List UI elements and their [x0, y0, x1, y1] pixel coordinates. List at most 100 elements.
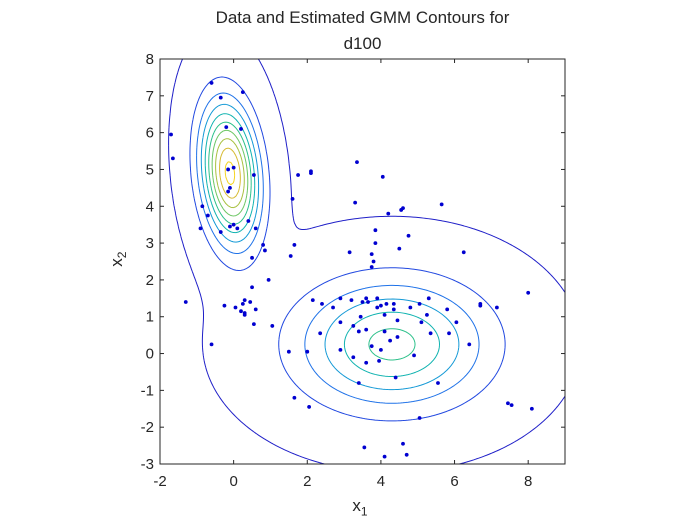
data-point: [364, 360, 369, 365]
data-point: [506, 401, 510, 406]
data-point: [377, 359, 381, 363]
data-point: [251, 173, 256, 177]
data-point: [351, 324, 356, 328]
data-point: [358, 314, 363, 319]
contour-layer: [168, 58, 566, 465]
data-point: [388, 338, 393, 343]
data-point: [382, 454, 387, 459]
data-point: [228, 224, 232, 229]
y-axis-label-main: x: [106, 258, 126, 267]
data-point: [218, 230, 223, 234]
data-point: [338, 320, 343, 325]
data-point: [239, 309, 243, 314]
data-point: [386, 211, 391, 216]
y-tick-label: -3: [141, 456, 154, 473]
data-point: [296, 173, 300, 177]
data-point: [233, 305, 238, 310]
data-point: [362, 445, 367, 450]
x-tick-label: 4: [377, 473, 385, 490]
data-point: [205, 213, 210, 218]
data-point: [428, 331, 433, 336]
contour-line-2: [189, 76, 506, 422]
data-point: [305, 349, 310, 354]
contour-line-8: [215, 138, 245, 209]
data-points-layer: [169, 81, 534, 459]
data-point: [425, 312, 429, 317]
data-point: [240, 90, 245, 95]
data-point: [369, 344, 374, 349]
y-tick-label: 6: [146, 125, 154, 142]
contour-line-7: [211, 129, 249, 217]
y-tick-label: -2: [141, 419, 154, 436]
data-point: [529, 406, 534, 411]
data-point: [309, 171, 313, 176]
data-point: [261, 243, 265, 247]
x-tick-label: 0: [229, 473, 237, 490]
data-point: [417, 416, 422, 420]
data-point: [224, 125, 229, 130]
data-point: [347, 250, 352, 255]
data-point: [226, 189, 231, 194]
y-ticks: -3 -2 -1 0 1 2 3 4 5 6 7 8: [141, 51, 565, 473]
data-point: [454, 320, 459, 325]
axes-background: [160, 59, 565, 464]
axes-box: [159, 58, 566, 465]
data-point: [231, 165, 236, 170]
chart-title-line1: Data and Estimated GMM Contours for: [215, 8, 510, 27]
data-point: [253, 307, 258, 312]
data-point: [263, 248, 267, 253]
data-point: [183, 300, 188, 304]
contour-line-1: [168, 58, 566, 465]
y-tick-label: 2: [146, 272, 154, 289]
data-point: [467, 342, 472, 347]
data-point: [379, 303, 383, 308]
data-point: [478, 301, 483, 306]
data-point: [397, 246, 402, 251]
data-point: [246, 219, 251, 223]
data-point: [355, 160, 359, 164]
data-point: [209, 81, 214, 85]
data-point: [310, 298, 315, 303]
contour-line-5: [204, 113, 440, 377]
data-point: [526, 290, 531, 295]
data-point: [391, 301, 396, 306]
data-point: [356, 329, 361, 334]
data-point: [198, 226, 203, 231]
data-point: [364, 296, 369, 301]
data-point: [494, 305, 499, 310]
data-point: [436, 381, 440, 385]
data-point: [509, 403, 514, 407]
data-point: [228, 185, 232, 190]
data-point: [331, 305, 335, 310]
y-tick-label: 5: [146, 161, 154, 178]
data-point: [375, 296, 380, 301]
data-point: [353, 200, 358, 205]
data-point: [242, 298, 247, 303]
data-point: [447, 331, 451, 336]
data-point: [401, 206, 405, 211]
data-point: [292, 243, 297, 247]
x-tick-label: 2: [303, 473, 311, 490]
data-point: [235, 226, 240, 231]
data-point: [338, 296, 343, 301]
y-tick-label: 0: [146, 346, 154, 363]
y-tick-label: 7: [146, 88, 154, 105]
data-point: [461, 250, 466, 255]
data-point: [404, 452, 409, 457]
data-point: [356, 381, 361, 385]
data-point: [251, 322, 256, 326]
data-point: [395, 335, 400, 339]
data-point: [366, 300, 370, 304]
data-point: [375, 305, 380, 310]
x-tick-label: 8: [524, 473, 532, 490]
data-point: [170, 156, 175, 161]
data-point: [266, 278, 271, 282]
data-point: [393, 375, 398, 380]
data-point: [226, 167, 231, 172]
data-point: [222, 303, 227, 308]
chart-title-line2: d100: [343, 34, 382, 53]
data-point: [209, 342, 214, 347]
contour-line-4: [200, 103, 460, 391]
data-point: [231, 222, 236, 227]
